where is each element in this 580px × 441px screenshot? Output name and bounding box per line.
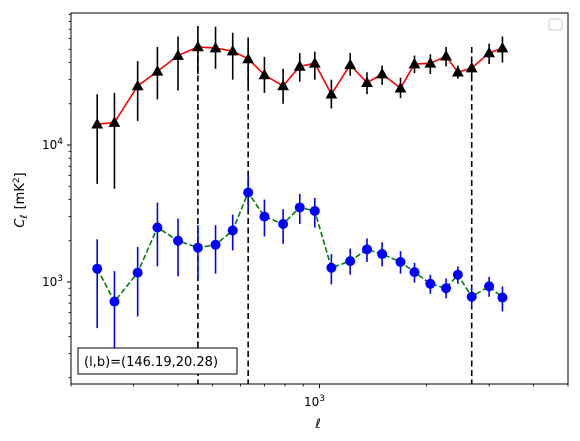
data-point-circle <box>425 278 436 289</box>
data-point-triangle <box>440 50 452 61</box>
data-point-triangle <box>394 81 407 93</box>
data-point-triangle <box>258 68 271 80</box>
data-point-circle <box>294 202 305 213</box>
x-tick-label-base: 10 <box>304 395 319 409</box>
x-axis-label: ℓ <box>314 417 320 432</box>
y-tick-label: 104 <box>42 137 63 152</box>
data-point-triangle <box>308 57 321 68</box>
data-point-triangle <box>325 87 338 99</box>
data-point-circle <box>192 242 203 253</box>
data-point-triangle <box>226 44 239 56</box>
y-tick-label-exponent: 3 <box>57 274 63 284</box>
x-tick-label: 103 <box>304 394 325 409</box>
data-point-circle <box>466 291 477 302</box>
data-point-circle <box>210 239 221 250</box>
data-point-circle <box>326 262 337 273</box>
data-point-triangle <box>192 40 204 52</box>
data-point-circle <box>227 225 238 236</box>
legend-box <box>548 18 563 31</box>
y-axis-label-subscript: ℓ <box>19 214 30 218</box>
data-point-circle <box>152 222 163 233</box>
data-series <box>91 25 509 367</box>
data-point-circle <box>259 211 270 222</box>
data-point-triangle <box>108 116 121 127</box>
y-axis-label-unit-end: ] <box>13 172 28 177</box>
data-point-circle <box>497 292 508 303</box>
data-point-triangle <box>483 46 496 58</box>
data-point-circle <box>441 283 452 294</box>
data-point-triangle <box>424 57 437 68</box>
y-axis-label-symbol: C <box>13 218 28 228</box>
data-point-circle <box>377 249 388 260</box>
data-point-circle <box>395 256 406 267</box>
data-point-circle <box>92 263 103 274</box>
annotation-box: (l,b)=(146.19,20.28) <box>77 347 238 375</box>
annotation-frame <box>77 347 238 375</box>
data-point-circle <box>309 205 320 216</box>
data-point-circle <box>409 267 420 278</box>
data-point-triangle <box>131 79 144 91</box>
data-point-circle <box>109 296 120 307</box>
data-point-triangle <box>465 61 478 73</box>
y-tick-label-exponent: 4 <box>57 137 63 147</box>
data-point-circle <box>452 269 463 280</box>
data-point-circle <box>361 244 372 255</box>
y-axis-label: Cℓ [mK2] <box>12 172 30 227</box>
data-point-circle <box>484 281 495 292</box>
data-point-triangle <box>91 117 104 129</box>
y-tick-label: 103 <box>42 274 63 289</box>
x-tick-label-exponent: 3 <box>319 394 325 404</box>
y-axis-label-unit: [mK <box>13 183 28 210</box>
data-point-triangle <box>151 65 164 76</box>
data-point-circle <box>243 187 254 198</box>
data-point-triangle <box>451 66 464 77</box>
y-tick-label-base: 10 <box>42 138 57 152</box>
data-point-circle <box>345 256 356 267</box>
y-axis-label-unit-superscript: 2 <box>12 177 22 183</box>
data-point-triangle <box>172 49 184 60</box>
data-point-circle <box>173 235 184 246</box>
vertical-reference-lines <box>197 46 473 384</box>
data-point-triangle <box>344 58 357 70</box>
y-tick-label-base: 10 <box>42 275 57 289</box>
data-point-circle <box>278 219 289 230</box>
data-point-triangle <box>408 57 421 69</box>
data-point-triangle <box>496 41 509 53</box>
data-point-triangle <box>277 79 289 91</box>
plot-frame <box>70 12 569 385</box>
data-point-triangle <box>293 60 306 71</box>
data-point-triangle <box>361 76 373 88</box>
data-point-triangle <box>242 52 255 64</box>
data-point-triangle <box>209 41 222 53</box>
data-point-triangle <box>376 67 388 79</box>
data-point-circle <box>132 267 143 278</box>
annotation-text: (l,b)=(146.19,20.28) <box>84 355 218 370</box>
